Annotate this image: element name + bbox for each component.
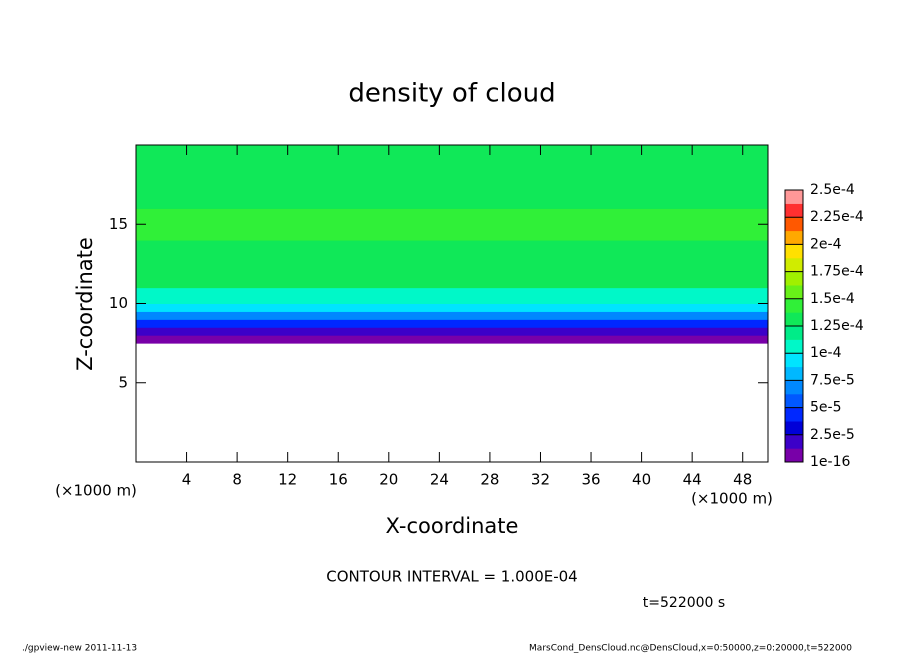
- colorbar-label: 1e-16: [810, 454, 850, 470]
- density-band: [136, 145, 768, 178]
- colorbar-label: 2.5e-5: [810, 427, 855, 443]
- colorbar-swatch: [785, 298, 803, 313]
- colorbar-label: 2.25e-4: [810, 209, 864, 225]
- density-band: [136, 335, 768, 344]
- x-tick-label: 44: [683, 471, 702, 489]
- x-tick-label: 8: [232, 471, 242, 489]
- density-band: [136, 319, 768, 328]
- colorbar-swatch: [785, 421, 803, 436]
- footer-right: MarsCond_DensCloud.nc@DensCloud,x=0:5000…: [529, 644, 852, 654]
- colorbar-swatch: [785, 407, 803, 422]
- colorbar-swatch: [785, 394, 803, 408]
- colorbar-label: 1e-4: [810, 345, 842, 361]
- y-tick-label: 10: [109, 294, 128, 312]
- x-unit: (×1000 m): [691, 490, 773, 508]
- x-tick-label: 4: [182, 471, 192, 489]
- colorbar-label: 5e-5: [810, 400, 841, 416]
- colorbar-label: 7.5e-5: [810, 372, 855, 388]
- y-tick-label: 5: [118, 373, 128, 391]
- colorbar-swatch: [785, 190, 803, 204]
- density-band: [136, 240, 768, 273]
- colorbar-swatch: [785, 434, 803, 449]
- x-tick-label: 12: [278, 471, 297, 489]
- colorbar-label: 1.5e-4: [810, 291, 855, 307]
- colorbar-label: 2e-4: [810, 236, 842, 252]
- x-tick-label: 28: [480, 471, 499, 489]
- density-band: [136, 311, 768, 320]
- colorbar-swatch: [785, 203, 803, 218]
- colorbar-swatch: [785, 448, 803, 463]
- x-axis-label: X-coordinate: [386, 514, 519, 538]
- density-band: [136, 327, 768, 336]
- colorbar-swatch: [785, 244, 803, 259]
- x-tick-label: 24: [430, 471, 449, 489]
- colorbar-label: 2.5e-4: [810, 182, 855, 198]
- colorbar-swatch: [785, 339, 803, 354]
- colorbar-swatch: [785, 353, 803, 368]
- x-tick-label: 16: [329, 471, 348, 489]
- colorbar-swatch: [785, 258, 803, 272]
- x-tick-label: 36: [581, 471, 600, 489]
- y-axis-label: Z-coordinate: [73, 237, 97, 371]
- y-tick-label: 15: [109, 215, 128, 233]
- footer-left: ./gpview-new 2011-11-13: [22, 644, 137, 654]
- colorbar-swatch: [785, 230, 803, 245]
- time-label: t=522000 s: [643, 595, 725, 611]
- contour-note: CONTOUR INTERVAL = 1.000E-04: [326, 568, 577, 586]
- x-tick-label: 48: [733, 471, 752, 489]
- chart-title: density of cloud: [348, 79, 555, 109]
- density-band: [136, 208, 768, 241]
- colorbar-swatch: [785, 312, 803, 327]
- colorbar-swatch: [785, 380, 803, 395]
- colorbar-label: 1.75e-4: [810, 264, 864, 280]
- colorbar-swatch: [785, 326, 803, 340]
- density-band: [136, 271, 768, 289]
- x-tick-label: 40: [632, 471, 651, 489]
- density-band: [136, 176, 768, 209]
- x-tick-label: 32: [531, 471, 550, 489]
- density-band: [136, 287, 768, 304]
- colorbar-label: 1.25e-4: [810, 318, 864, 334]
- colorbar-swatch: [785, 285, 803, 300]
- density-band: [136, 303, 768, 312]
- colorbar-swatch: [785, 366, 803, 381]
- x-tick-label: 20: [379, 471, 398, 489]
- colorbar-swatch: [785, 271, 803, 286]
- y-unit: (×1000 m): [55, 482, 137, 500]
- colorbar-swatch: [785, 217, 803, 232]
